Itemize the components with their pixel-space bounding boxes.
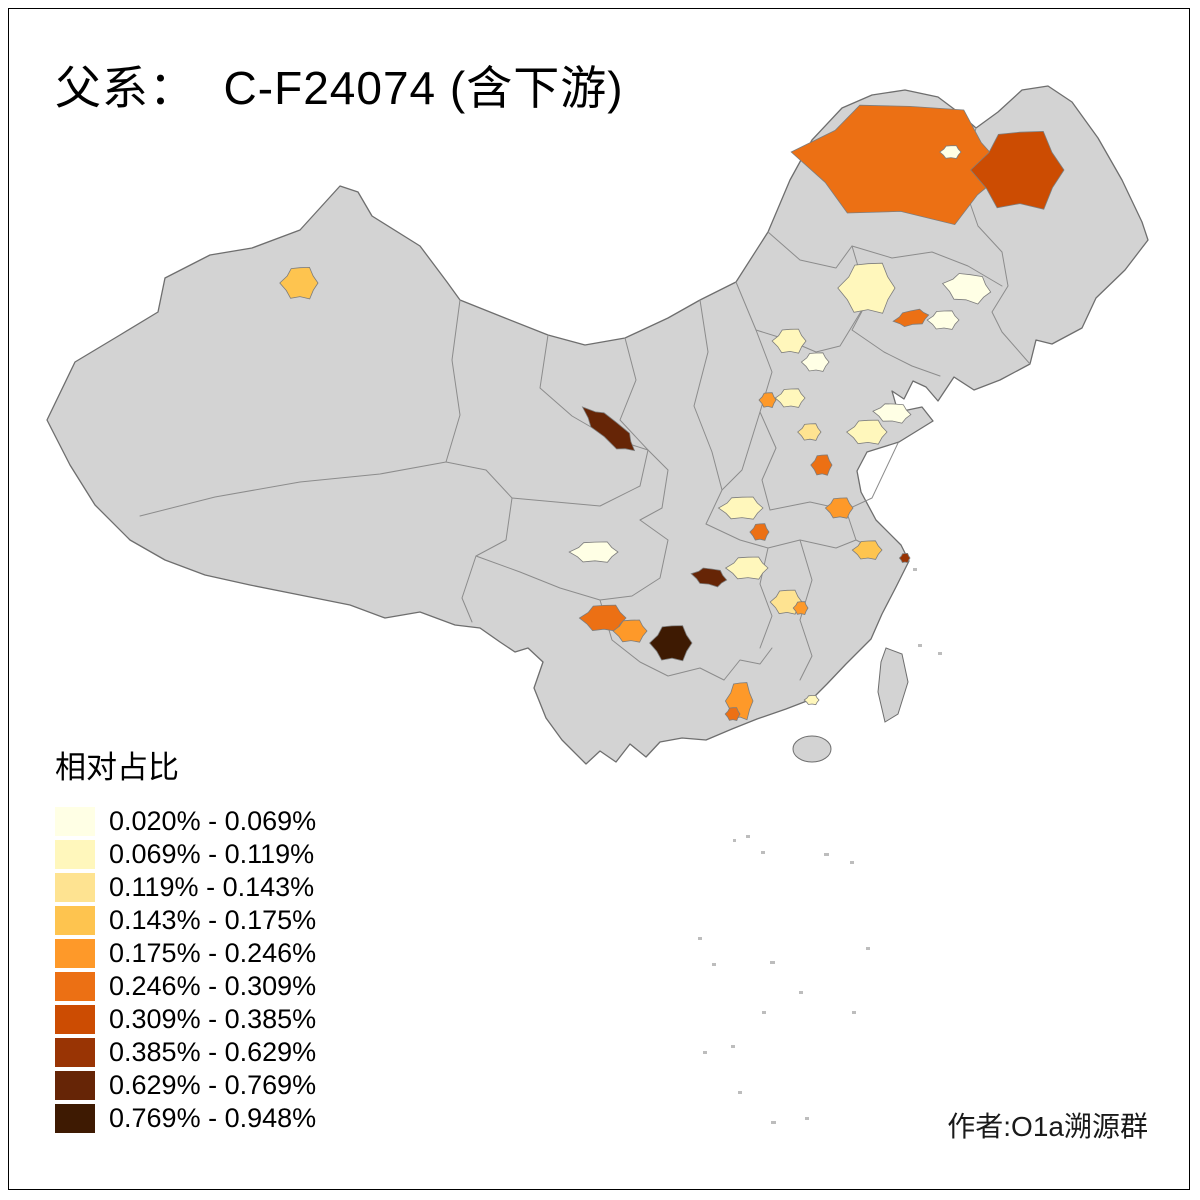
- region-hunan-orange-dot: [792, 601, 809, 615]
- region-shanghai-dark-dot: [898, 552, 911, 564]
- legend-swatch: [55, 939, 95, 968]
- legend-swatch: [55, 873, 95, 902]
- legend-swatch: [55, 807, 95, 836]
- legend-swatch: [55, 1005, 95, 1034]
- legend-label: 0.119% - 0.143%: [109, 872, 315, 902]
- region-hubei-pale: [724, 556, 769, 580]
- province-borders: [139, 127, 1031, 681]
- legend-row: 0.069% - 0.119%: [55, 840, 316, 869]
- taiwan-island: [877, 647, 909, 723]
- legend-label: 0.629% - 0.769%: [109, 1070, 317, 1100]
- legend-rows: 0.020% - 0.069% 0.069% - 0.119% 0.119% - 0…: [55, 807, 316, 1133]
- region-xuzhou-orange: [824, 497, 854, 519]
- legend: 相对占比 0.020% - 0.069% 0.069% - 0.119% 0.119…: [55, 742, 316, 1137]
- region-jiangsu-yellow: [851, 540, 883, 560]
- legend-label: 0.385% - 0.629%: [109, 1037, 317, 1067]
- legend-swatch: [55, 1071, 95, 1100]
- region-henan-pale: [717, 496, 764, 520]
- legend-row: 0.119% - 0.143%: [55, 873, 316, 902]
- legend-swatch: [55, 1104, 95, 1133]
- author-credit: 作者:O1a溯源群: [947, 1111, 1148, 1142]
- legend-row: 0.020% - 0.069%: [55, 807, 316, 836]
- region-heilongjiang-east-pale: [941, 273, 992, 305]
- legend-row: 0.385% - 0.629%: [55, 1038, 316, 1067]
- region-tianjin-pale: [797, 423, 822, 441]
- region-jilin-pale: [837, 262, 896, 314]
- region-sichuan-pale: [568, 541, 619, 563]
- region-nei-mongol-pale-spot: [939, 145, 962, 159]
- legend-swatch: [55, 840, 95, 869]
- south-china-sea-islands: [698, 568, 942, 1124]
- region-shandong-west: [846, 419, 888, 445]
- region-nei-mongol-east: [790, 104, 1008, 226]
- region-shandong-east-pale: [872, 403, 912, 424]
- region-hebei-south-pale: [774, 388, 806, 408]
- legend-row: 0.175% - 0.246%: [55, 939, 316, 968]
- legend-row: 0.769% - 0.948%: [55, 1104, 316, 1133]
- legend-swatch: [55, 972, 95, 1001]
- legend-label: 0.769% - 0.948%: [109, 1103, 317, 1133]
- legend-label: 0.309% - 0.385%: [109, 1004, 317, 1034]
- region-henan-orange-dot: [749, 523, 770, 541]
- region-shandong-orange: [810, 454, 833, 476]
- region-chongqing-yellow: [612, 619, 648, 643]
- legend-row: 0.309% - 0.385%: [55, 1005, 316, 1034]
- region-guangdong-pale: [803, 694, 820, 706]
- legend-label: 0.175% - 0.246%: [109, 938, 317, 968]
- legend-row: 0.246% - 0.309%: [55, 972, 316, 1001]
- region-gansu-dark-streak: [581, 406, 636, 452]
- legend-label: 0.069% - 0.119%: [109, 839, 315, 869]
- legend-title: 相对占比: [55, 750, 179, 785]
- legend-swatch: [55, 906, 95, 935]
- region-hubei-dark: [690, 567, 728, 588]
- region-heilongjiang-west: [970, 130, 1065, 210]
- colored-regions: [279, 104, 1065, 721]
- legend-swatch: [55, 1038, 95, 1067]
- region-xinjiang-small: [279, 266, 319, 300]
- legend-row: 0.143% - 0.175%: [55, 906, 316, 935]
- region-guangxi-orange-dot: [724, 707, 741, 721]
- region-liaoning-orange-streak: [892, 308, 930, 328]
- region-hebei-north-pale: [771, 328, 807, 354]
- legend-label: 0.020% - 0.069%: [109, 806, 317, 836]
- region-liaoning-pale: [926, 310, 960, 330]
- legend-label: 0.143% - 0.175%: [109, 905, 317, 935]
- hainan-island: [792, 735, 832, 763]
- legend-row: 0.629% - 0.769%: [55, 1071, 316, 1100]
- legend-label: 0.246% - 0.309%: [109, 971, 317, 1001]
- region-guizhou-darkest: [649, 625, 693, 662]
- map-title: 父系： C-F24074 (含下游): [55, 62, 624, 114]
- region-hebei-orange-dot: [758, 392, 777, 408]
- region-beijing-pale: [800, 352, 830, 372]
